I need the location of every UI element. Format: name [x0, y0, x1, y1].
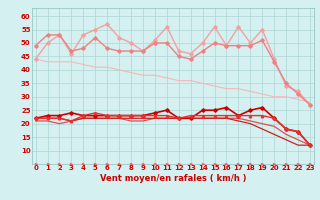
- X-axis label: Vent moyen/en rafales ( km/h ): Vent moyen/en rafales ( km/h ): [100, 174, 246, 183]
